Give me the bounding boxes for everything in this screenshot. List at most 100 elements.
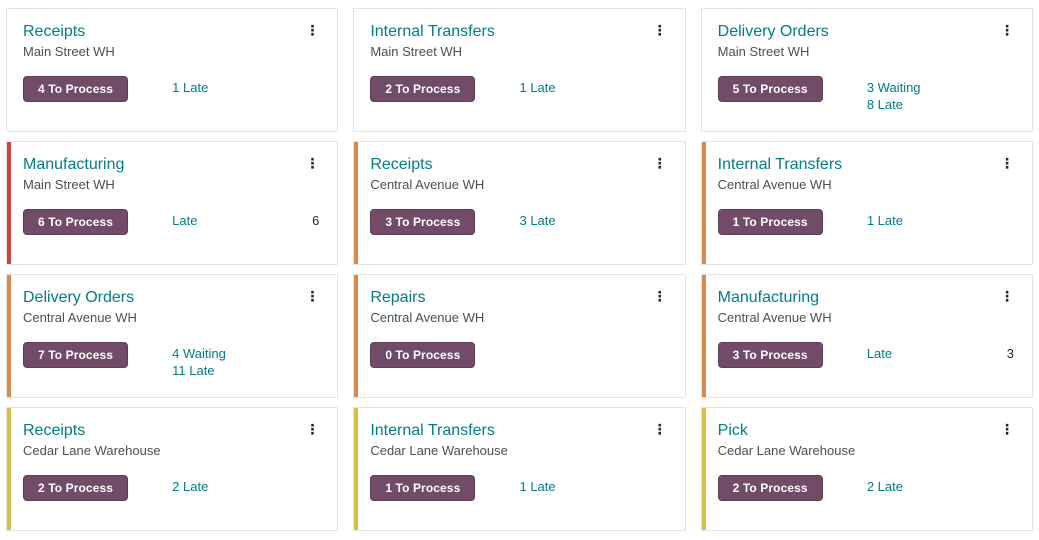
kebab-menu-icon[interactable]: ⋮ [305,421,320,437]
card-body: 2 To Process 1 Late [370,76,668,103]
to-process-button[interactable]: 2 To Process [370,76,476,103]
status-column: 1 Late [519,76,668,96]
kebab-menu-icon[interactable]: ⋮ [305,22,320,38]
kebab-menu-icon[interactable]: ⋮ [1000,155,1014,171]
status-link[interactable]: 2 Late [172,479,209,495]
picking-type-title-link[interactable]: Manufacturing [717,289,820,306]
button-column: 3 To Process [370,209,519,236]
picking-type-card: Repairs Central Avenue WH ⋮ 0 To Process [353,274,686,398]
warehouse-name: Central Avenue WH [717,177,832,193]
status-column: 3 Waiting 8 Late [867,76,1016,113]
card-body: 3 To Process 3 Late [370,209,668,236]
to-process-button[interactable]: 5 To Process [717,76,823,103]
warehouse-name: Central Avenue WH [23,310,137,326]
picking-type-card: Internal Transfers Cedar Lane Warehouse … [353,407,686,531]
status-link[interactable]: 8 Late [866,97,903,113]
button-column: 1 To Process [370,475,519,502]
status-column: 1 Late [867,209,1016,229]
kebab-menu-icon[interactable]: ⋮ [652,288,667,304]
to-process-button[interactable]: 2 To Process [23,475,129,502]
card-body: 7 To Process 4 Waiting 11 Late [23,342,321,379]
picking-type-title-link[interactable]: Receipts [23,23,86,40]
picking-type-card: Delivery Orders Central Avenue WH ⋮ 7 To… [6,274,339,398]
picking-type-card: Delivery Orders Main Street WH ⋮ 5 To Pr… [700,8,1033,132]
status-row: 1 Late [519,478,666,495]
to-process-button[interactable]: 1 To Process [717,209,823,236]
kebab-menu-icon[interactable]: ⋮ [1000,421,1014,437]
status-column: 1 Late [519,475,668,495]
status-link[interactable]: 3 Waiting [866,80,921,96]
picking-type-card: Manufacturing Main Street WH ⋮ 6 To Proc… [6,141,339,265]
status-link[interactable]: Late [172,213,198,229]
to-process-button[interactable]: 0 To Process [370,342,476,369]
to-process-button[interactable]: 1 To Process [370,475,476,502]
status-column: 2 Late [172,475,321,495]
button-column: 3 To Process [717,342,867,369]
kebab-menu-icon[interactable]: ⋮ [1000,288,1014,304]
status-link[interactable]: 11 Late [172,363,215,379]
picking-type-title-link[interactable]: Internal Transfers [370,23,495,40]
kebab-menu-icon[interactable]: ⋮ [652,22,667,38]
status-column: Late 6 [172,209,321,229]
card-color-stripe [701,142,706,264]
kebab-menu-icon[interactable]: ⋮ [1000,22,1014,38]
button-column: 2 To Process [370,76,519,103]
button-column: 2 To Process [717,475,867,502]
picking-type-title-link[interactable]: Receipts [23,422,86,439]
picking-type-title-link[interactable]: Repairs [370,289,426,306]
warehouse-name: Central Avenue WH [370,310,485,326]
to-process-button[interactable]: 3 To Process [370,209,476,236]
kebab-menu-icon[interactable]: ⋮ [305,155,320,171]
button-column: 1 To Process [717,209,867,236]
status-link[interactable]: 2 Late [866,479,903,495]
button-column: 5 To Process [717,76,867,103]
status-row: 1 Late [867,212,1014,229]
status-column: 3 Late [519,209,668,229]
card-color-stripe [354,142,359,264]
picking-type-card: Receipts Main Street WH ⋮ 4 To Process 1… [6,8,339,132]
kebab-menu-icon[interactable]: ⋮ [305,288,320,304]
kebab-menu-icon[interactable]: ⋮ [652,155,667,171]
to-process-button[interactable]: 6 To Process [23,209,129,236]
kebab-menu-icon[interactable]: ⋮ [652,421,667,437]
button-column: 6 To Process [23,209,172,236]
status-link[interactable]: 1 Late [519,479,556,495]
status-link[interactable]: 1 Late [519,80,556,96]
status-row: 3 Late [519,212,666,229]
picking-type-card: Receipts Cedar Lane Warehouse ⋮ 2 To Pro… [6,407,339,531]
status-link[interactable]: 3 Late [519,213,556,229]
picking-type-title-link[interactable]: Internal Transfers [717,156,843,173]
card-color-stripe [701,408,706,530]
card-body: 1 To Process 1 Late [717,209,1016,236]
to-process-button[interactable]: 2 To Process [717,475,823,502]
warehouse-name: Main Street WH [717,44,810,60]
status-link[interactable]: 1 Late [866,213,903,229]
to-process-button[interactable]: 7 To Process [23,342,129,369]
warehouse-name: Main Street WH [23,177,115,193]
picking-type-card: Manufacturing Central Avenue WH ⋮ 3 To P… [700,274,1033,398]
picking-type-title-link[interactable]: Pick [717,422,748,439]
picking-type-title-link[interactable]: Internal Transfers [370,422,495,439]
status-row: Late 3 [867,345,1014,362]
picking-type-card: Internal Transfers Central Avenue WH ⋮ 1… [700,141,1033,265]
status-link[interactable]: 1 Late [172,80,209,96]
card-color-stripe [354,408,359,530]
status-column [519,342,668,345]
status-link[interactable]: Late [866,346,893,362]
button-column: 0 To Process [370,342,519,369]
picking-type-title-link[interactable]: Manufacturing [23,156,125,173]
card-color-stripe [7,142,11,264]
warehouse-name: Central Avenue WH [370,177,485,193]
picking-type-title-link[interactable]: Delivery Orders [717,23,829,40]
status-link[interactable]: 4 Waiting [172,346,226,362]
status-row: 2 Late [172,478,319,495]
status-row: 1 Late [172,79,319,96]
status-row: 8 Late [867,96,1014,113]
button-column: 2 To Process [23,475,172,502]
picking-type-title-link[interactable]: Receipts [370,156,433,173]
to-process-button[interactable]: 3 To Process [717,342,823,369]
card-body: 5 To Process 3 Waiting 8 Late [717,76,1016,113]
picking-type-title-link[interactable]: Delivery Orders [23,289,135,306]
to-process-button[interactable]: 4 To Process [23,76,129,103]
status-column: 2 Late [867,475,1016,495]
